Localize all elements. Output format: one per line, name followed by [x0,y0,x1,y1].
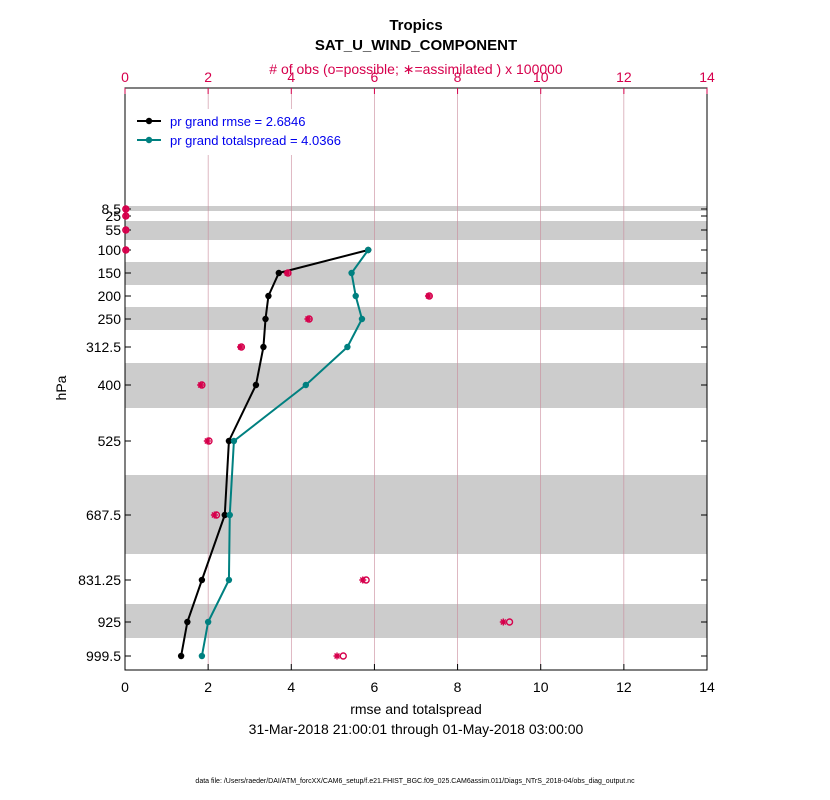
obs-assimilated-999.5 [333,652,341,660]
y-axis-label: hPa [53,375,69,400]
obs-assimilated-8.5 [122,205,130,213]
y-tick-label-250: 250 [98,311,122,327]
series-0-point-250 [262,315,269,323]
shaded-band-1 [125,221,707,240]
x-tick-label-8: 8 [454,679,462,695]
y-tick-label-925: 925 [98,614,122,630]
series-0-point-687.5 [221,511,228,519]
top-tick-label-8: 8 [454,69,462,85]
obs-possible-999.5 [339,652,347,660]
y-tick-label-525: 525 [98,433,122,449]
chart-title: Tropics [389,17,442,34]
date-range-label: 31-Mar-2018 21:00:01 through 01-May-2018… [249,721,584,737]
x-axis-label: rmse and totalspread [350,701,482,717]
shaded-band-4 [125,363,707,408]
y-tick-label-831.25: 831.25 [78,572,121,588]
legend-spread-label: pr grand totalspread = 4.0366 [170,133,341,148]
top-tick-label-6: 6 [371,69,379,85]
obs-assimilated-150 [283,269,291,277]
x-tick-label-0: 0 [121,679,129,695]
shaded-bands [125,206,707,638]
series-1-point-312.5 [344,343,351,351]
x-tick-label-10: 10 [533,679,549,695]
series-0-point-925 [184,618,191,626]
obs-assimilated-525 [203,437,211,445]
y-tick-label-8.5: 8.5 [102,201,122,217]
obs-assimilated-55 [122,226,130,234]
footnote: data file: /Users/raeder/DAI/ATM_forcXX/… [195,778,635,785]
legend: pr grand rmse = 2.6846 pr grand totalspr… [131,109,369,155]
legend-box [131,109,369,155]
top-axis-ticks: 0 2 4 6 8 10 12 14 [121,69,715,94]
y-tick-label-687.5: 687.5 [86,507,121,523]
x-tick-label-12: 12 [616,679,632,695]
series-0-point-200 [265,292,272,300]
obs-assimilated-312.5 [237,343,245,351]
top-tick-label-14: 14 [699,69,715,85]
x-tick-label-14: 14 [699,679,715,695]
series-0-point-831.25 [198,576,206,584]
series-0-point-150 [275,269,283,277]
chart-subtitle: SAT_U_WIND_COMPONENT [315,37,517,54]
series-1-point-831.25 [225,576,233,584]
y-tick-label-25: 25 [105,208,121,224]
obs-assimilated-400 [197,381,205,389]
series-1-point-925 [204,618,212,626]
bottom-axis-ticks: 0 2 4 6 8 10 12 14 [121,664,715,695]
shaded-band-2 [125,262,707,285]
x-tick-label-4: 4 [287,679,295,695]
top-tick-label-2: 2 [204,69,212,85]
series-lines [177,246,372,660]
y-tick-label-312.5: 312.5 [86,339,121,355]
y-tick-label-200: 200 [98,288,122,304]
obs-assimilated-100 [122,246,130,254]
series-1-point-999.5 [198,652,206,660]
series-1-point-100 [364,246,372,254]
shaded-band-3 [125,307,707,330]
series-1-point-250 [358,315,366,323]
obs-markers [122,205,514,660]
series-0-point-312.5 [260,343,267,351]
obs-assimilated-687.5 [210,511,218,519]
obs-assimilated-200 [424,292,432,300]
x-tick-label-6: 6 [371,679,379,695]
top-tick-label-12: 12 [616,69,632,85]
obs-assimilated-25 [122,212,130,220]
plot-frame [124,87,708,671]
y-tick-label-400: 400 [98,377,122,393]
series-0-point-525 [225,437,233,445]
legend-rmse-marker [145,117,153,125]
shaded-band-0 [125,206,707,211]
series-1-point-200 [352,292,359,300]
legend-rmse-label: pr grand rmse = 2.6846 [170,114,306,129]
obs-assimilated-925 [499,618,507,626]
legend-spread-marker [145,136,153,144]
top-tick-label-10: 10 [533,69,549,85]
obs-assimilated-250 [304,315,312,323]
y-tick-label-999.5: 999.5 [86,648,121,664]
top-tick-label-4: 4 [287,69,295,85]
y-tick-label-150: 150 [98,265,122,281]
series-0-point-400 [252,381,260,389]
series-1-point-525 [230,437,238,445]
shaded-band-6 [125,604,707,638]
obs-assimilated-831.25 [359,576,367,584]
top-tick-label-0: 0 [121,69,129,85]
series-0-point-999.5 [177,652,185,660]
x-tick-label-2: 2 [204,679,212,695]
series-1-point-150 [348,269,355,277]
y-tick-label-55: 55 [105,222,121,238]
series-1-point-400 [302,381,310,389]
y-tick-label-100: 100 [98,242,122,258]
vertical-gridlines [207,88,625,670]
series-1-point-687.5 [226,511,233,519]
top-axis-label: # of obs (o=possible; ∗=assimilated ) x … [269,61,563,77]
